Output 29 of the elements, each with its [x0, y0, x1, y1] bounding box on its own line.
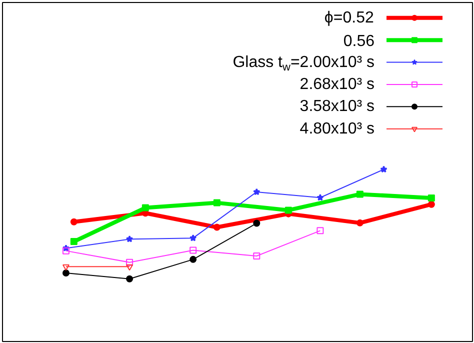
legend-label: 4.80x10³ s [300, 120, 375, 138]
legend-label: 3.58x10³ s [300, 98, 375, 116]
point [428, 200, 435, 208]
point [316, 227, 324, 234]
point [62, 270, 70, 277]
legend-label: 2.68x10³ s [300, 76, 375, 93]
legend-label: ϕ=0.52 [324, 9, 374, 26]
point [253, 220, 260, 227]
point [189, 234, 197, 242]
point [62, 247, 70, 254]
point [126, 235, 134, 242]
point [213, 224, 220, 231]
point [70, 238, 78, 246]
legend-label: 0.56 [343, 33, 375, 50]
point [316, 194, 324, 201]
point [190, 256, 197, 263]
point [428, 194, 435, 202]
point [356, 190, 364, 198]
point [213, 199, 220, 206]
point [70, 218, 78, 226]
point [126, 275, 134, 282]
point [126, 258, 134, 266]
point [380, 166, 388, 173]
point [142, 204, 149, 212]
point [356, 219, 364, 226]
point [284, 206, 292, 214]
point [190, 246, 197, 254]
point [253, 188, 260, 196]
point [253, 252, 260, 260]
